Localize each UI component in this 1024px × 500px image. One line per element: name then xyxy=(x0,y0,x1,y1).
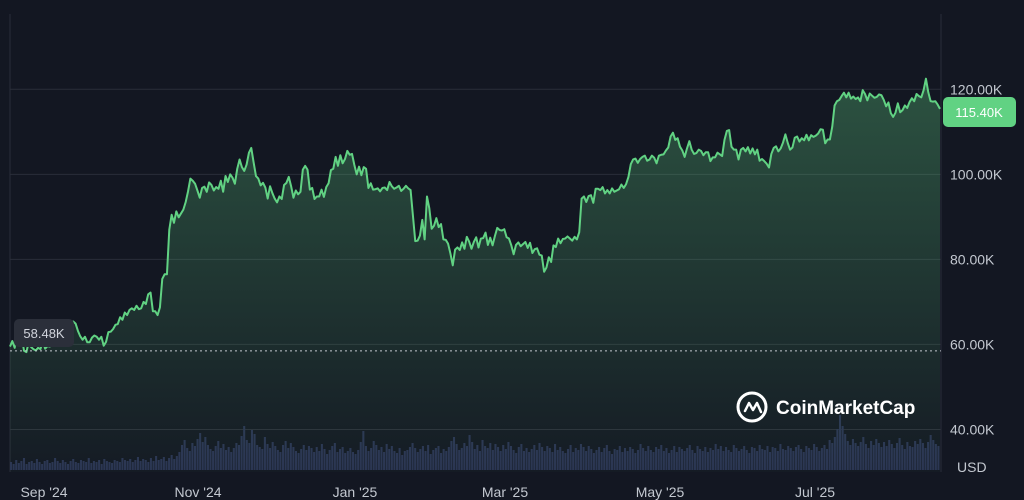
price-line xyxy=(9,77,941,354)
y-tick-label: 40.00K xyxy=(950,421,995,437)
x-tick-label: Nov '24 xyxy=(174,484,221,500)
y-tick-label: 120.00K xyxy=(950,81,1003,97)
x-tick-label: Jul '25 xyxy=(795,484,835,500)
first-value-badge: 58.48K xyxy=(14,319,74,347)
y-tick-label: 80.00K xyxy=(950,251,995,267)
price-area xyxy=(10,78,940,473)
price-area-fill xyxy=(10,78,940,473)
last-value-text: 115.40K xyxy=(955,105,1003,120)
last-value-badge: 115.40K xyxy=(943,97,1016,127)
x-axis: Sep '24 Nov '24 Jan '25 Mar '25 May '25 Jul '… xyxy=(20,484,835,500)
price-line-layer xyxy=(9,77,941,354)
x-tick-label: Mar '25 xyxy=(482,484,528,500)
first-value-text: 58.48K xyxy=(23,326,65,341)
x-tick-label: May '25 xyxy=(636,484,685,500)
x-tick-label: Jan '25 xyxy=(333,484,378,500)
brand-name: CoinMarketCap xyxy=(776,398,915,419)
y-tick-label: 60.00K xyxy=(950,336,995,352)
coinmarketcap-logo-icon xyxy=(736,391,768,423)
x-tick-label: Sep '24 xyxy=(20,484,67,500)
y-tick-label: 100.00K xyxy=(950,166,1003,182)
brand-watermark: CoinMarketCap xyxy=(736,391,915,423)
currency-unit-label: USD xyxy=(957,459,987,475)
y-axis: 40.00K 60.00K 80.00K 100.00K 120.00K xyxy=(950,81,1003,437)
